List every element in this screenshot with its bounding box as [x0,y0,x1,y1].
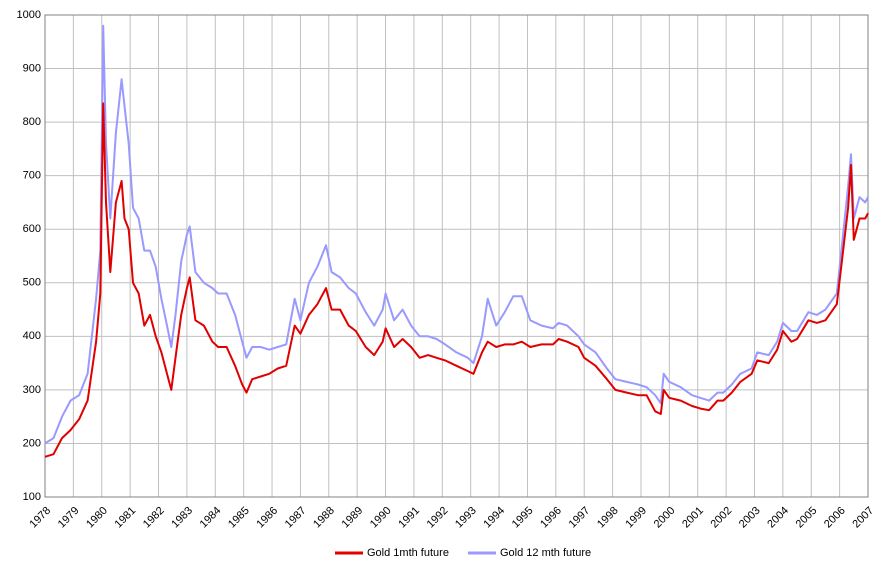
x-tick-label: 2007 [850,505,873,531]
x-tick-label: 2003 [737,505,763,531]
y-tick-label: 300 [23,384,41,396]
x-tick-label: 1987 [283,505,309,531]
y-tick-label: 200 [23,437,41,449]
x-tick-label: 2002 [708,505,734,531]
x-tick-label: 1991 [396,505,422,531]
x-tick-label: 1995 [510,505,536,531]
plot-frame [44,14,869,498]
y-tick-label: 1000 [17,9,41,21]
line-series [44,24,869,445]
x-tick-label: 1979 [56,505,82,531]
x-tick-label: 1994 [481,505,507,531]
x-tick-label: 1986 [254,505,280,531]
x-tick-label: 1999 [623,505,649,531]
x-tick-label: 1981 [113,505,139,531]
x-tick-label: 1997 [567,505,593,531]
x-tick-label: 2005 [794,505,820,531]
y-tick-label: 500 [23,277,41,289]
legend-label: Gold 12 mth future [500,547,591,559]
x-tick-label: 1989 [340,505,366,531]
x-tick-label: 1978 [27,505,53,531]
x-tick-label: 1993 [453,505,479,531]
x-tick-label: 1983 [169,505,195,531]
x-tick-label: 1996 [538,505,564,531]
x-tick-label: 1985 [226,505,252,531]
x-tick-label: 1982 [141,505,167,531]
x-tick-label: 1992 [425,505,451,531]
line-series [44,102,869,458]
legend-label: Gold 1mth future [367,547,449,559]
x-tick-label: 1980 [84,505,110,531]
x-tick-label: 2004 [765,505,791,531]
x-tick-label: 2000 [652,505,678,531]
x-tick-label: 2006 [822,505,848,531]
y-tick-label: 800 [23,116,41,128]
x-tick-label: 1990 [368,505,394,531]
x-tick-label: 1988 [311,505,337,531]
y-tick-label: 100 [23,491,41,503]
y-tick-label: 700 [23,170,41,182]
y-tick-label: 600 [23,223,41,235]
x-tick-label: 1998 [595,505,621,531]
y-tick-label: 400 [23,330,41,342]
x-tick-label: 1984 [198,505,224,531]
y-tick-label: 900 [23,62,41,74]
x-tick-label: 2001 [680,505,706,531]
